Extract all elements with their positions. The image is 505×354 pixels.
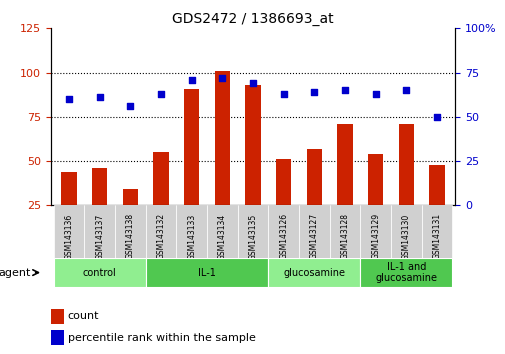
Point xyxy=(432,114,440,120)
Bar xyxy=(367,154,383,250)
FancyBboxPatch shape xyxy=(54,258,145,287)
Bar xyxy=(428,165,444,250)
Point xyxy=(401,87,410,93)
Point xyxy=(157,91,165,97)
Bar xyxy=(184,88,199,250)
FancyBboxPatch shape xyxy=(176,205,207,258)
Point xyxy=(248,80,257,86)
Text: GSM143128: GSM143128 xyxy=(340,213,349,259)
Text: count: count xyxy=(68,311,99,321)
Point xyxy=(126,103,134,109)
Text: GSM143138: GSM143138 xyxy=(126,213,134,259)
FancyBboxPatch shape xyxy=(54,205,84,258)
Point xyxy=(95,95,104,100)
Text: GSM143131: GSM143131 xyxy=(432,213,441,259)
Text: GSM143132: GSM143132 xyxy=(156,213,165,259)
FancyBboxPatch shape xyxy=(268,258,360,287)
Bar xyxy=(122,189,138,250)
FancyBboxPatch shape xyxy=(329,205,360,258)
Text: IL-1 and
glucosamine: IL-1 and glucosamine xyxy=(375,262,436,284)
Point xyxy=(218,75,226,81)
FancyBboxPatch shape xyxy=(115,205,145,258)
FancyBboxPatch shape xyxy=(298,205,329,258)
FancyBboxPatch shape xyxy=(237,205,268,258)
Bar xyxy=(214,71,230,250)
Text: control: control xyxy=(83,268,116,278)
Text: GSM143133: GSM143133 xyxy=(187,213,196,259)
Text: GSM143134: GSM143134 xyxy=(218,213,226,259)
Text: GSM143137: GSM143137 xyxy=(95,213,104,259)
Point xyxy=(187,77,195,82)
Point xyxy=(310,89,318,95)
FancyBboxPatch shape xyxy=(360,205,390,258)
Text: IL-1: IL-1 xyxy=(197,268,216,278)
Bar xyxy=(337,124,352,250)
Text: percentile rank within the sample: percentile rank within the sample xyxy=(68,332,255,343)
FancyBboxPatch shape xyxy=(390,205,421,258)
Bar xyxy=(275,159,291,250)
FancyBboxPatch shape xyxy=(84,205,115,258)
Text: GSM143126: GSM143126 xyxy=(279,213,287,259)
Text: GSM143130: GSM143130 xyxy=(401,213,410,259)
Text: GSM143127: GSM143127 xyxy=(309,213,318,259)
Text: GSM143129: GSM143129 xyxy=(371,213,379,259)
FancyBboxPatch shape xyxy=(268,205,298,258)
Text: glucosamine: glucosamine xyxy=(283,268,344,278)
Point xyxy=(371,91,379,97)
FancyBboxPatch shape xyxy=(207,205,237,258)
FancyBboxPatch shape xyxy=(145,205,176,258)
Bar xyxy=(61,172,77,250)
FancyBboxPatch shape xyxy=(421,205,451,258)
Bar xyxy=(398,124,413,250)
Bar xyxy=(306,149,321,250)
Bar xyxy=(50,309,64,324)
Text: agent: agent xyxy=(0,268,30,278)
FancyBboxPatch shape xyxy=(360,258,451,287)
Bar xyxy=(92,168,107,250)
Bar xyxy=(50,330,64,345)
Bar xyxy=(153,152,168,250)
Text: GSM143136: GSM143136 xyxy=(64,213,73,259)
Point xyxy=(65,96,73,102)
Point xyxy=(279,91,287,97)
FancyBboxPatch shape xyxy=(145,258,268,287)
Text: GSM143135: GSM143135 xyxy=(248,213,257,259)
Point xyxy=(340,87,348,93)
Bar xyxy=(245,85,260,250)
Title: GDS2472 / 1386693_at: GDS2472 / 1386693_at xyxy=(172,12,333,26)
